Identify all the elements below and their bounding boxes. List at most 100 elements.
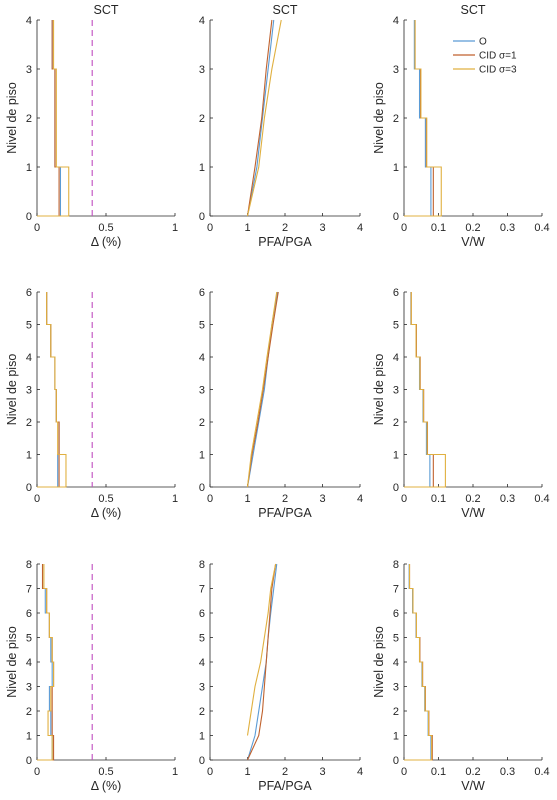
y-tick-label: 1: [199, 450, 205, 462]
y-tick-label: 0: [26, 482, 32, 494]
x-tick-label: 3: [319, 493, 325, 505]
y-tick-label: 0: [393, 482, 399, 494]
x-tick-label: 0: [34, 493, 40, 505]
series-line-cid1: [246, 291, 279, 488]
x-tick-label: 2: [282, 222, 288, 234]
x-axis-label: Δ (%): [91, 235, 122, 249]
panel-2-0: 0 0.5 1 0 1 2 3 4 5 6 7 8 Δ (%) Nivel de piso: [5, 559, 178, 793]
x-axis-label: Δ (%): [91, 779, 122, 793]
x-tick-label: 0: [34, 766, 40, 778]
series-line-cid1: [247, 563, 277, 761]
y-tick-label: 4: [199, 352, 205, 364]
x-tick-label: 2: [282, 766, 288, 778]
y-tick-label: 5: [26, 320, 32, 332]
x-tick-label: 3: [319, 222, 325, 234]
y-tick-label: 3: [393, 682, 399, 694]
y-tick-label: 2: [393, 417, 399, 429]
y-tick-label: 5: [26, 633, 32, 645]
y-tick-label: 7: [26, 584, 32, 596]
series-line-o: [246, 19, 275, 217]
y-tick-label: 7: [393, 584, 399, 596]
legend-label: O: [479, 37, 487, 48]
x-tick-label: 0: [34, 222, 40, 234]
y-tick-label: 5: [393, 633, 399, 645]
panel-1-0: 0 0.5 1 0 1 2 3 4 5 6 Δ (%) Nivel de piso: [5, 287, 178, 520]
y-tick-label: 3: [26, 682, 32, 694]
panel-1-1: 0 1 2 3 4 0 1 2 3 4 5 6 PFA/PGA: [199, 287, 363, 520]
panel-0-2: 0 0.1 0.2 0.3 0.4 0 1 2 3 4 V/W Nivel de piso SCT: [372, 3, 550, 249]
y-tick-label: 4: [393, 15, 399, 27]
y-tick-label: 1: [26, 450, 32, 462]
x-tick-label: 4: [357, 222, 363, 234]
series-line-cid3: [37, 20, 70, 217]
x-tick-label: 0.3: [500, 766, 515, 778]
x-tick-label: 2: [282, 493, 288, 505]
x-axis-label: PFA/PGA: [258, 779, 312, 793]
y-tick-label: 4: [199, 15, 205, 27]
x-tick-label: 0.3: [500, 493, 515, 505]
x-tick-label: 1: [172, 766, 178, 778]
x-tick-label: 0: [207, 766, 213, 778]
x-tick-label: 0: [401, 766, 407, 778]
x-tick-label: 0.5: [98, 766, 113, 778]
y-tick-label: 4: [26, 657, 32, 669]
panel-2-2: 0 0.1 0.2 0.3 0.4 0 1 2 3 4 5 6 7 8 V/W Nivel de piso: [372, 559, 550, 793]
x-tick-label: 4: [357, 493, 363, 505]
y-tick-label: 6: [26, 287, 32, 299]
y-tick-label: 1: [26, 162, 32, 174]
x-axis-label: V/W: [461, 506, 485, 520]
panel-1-2: 0 0.1 0.2 0.3 0.4 0 1 2 3 4 5 6 V/W Nivel de piso: [372, 287, 550, 520]
y-tick-label: 3: [393, 64, 399, 76]
y-tick-label: 3: [393, 385, 399, 397]
x-tick-label: 0: [401, 222, 407, 234]
x-tick-label: 4: [357, 766, 363, 778]
y-tick-label: 8: [199, 559, 205, 571]
x-tick-label: 0.1: [431, 222, 446, 234]
x-axis-label: V/W: [461, 779, 485, 793]
series-line-cid3: [404, 20, 442, 217]
y-tick-label: 5: [199, 633, 205, 645]
y-tick-label: 2: [199, 417, 205, 429]
y-tick-label: 1: [393, 731, 399, 743]
y-tick-label: 0: [199, 482, 205, 494]
series-line-cid3: [246, 19, 282, 217]
y-axis-label: Nivel de piso: [372, 354, 386, 426]
series-line-o: [37, 20, 62, 217]
panel-title: SCT: [94, 3, 119, 17]
x-tick-label: 1: [244, 766, 250, 778]
series-line-cid3: [404, 292, 446, 488]
x-tick-label: 0.3: [500, 222, 515, 234]
y-axis-label: Nivel de piso: [372, 626, 386, 698]
y-tick-label: 3: [199, 682, 205, 694]
panel-2-1: 0 1 2 3 4 0 1 2 3 4 5 6 7 8 PFA/PGA: [199, 559, 363, 793]
series-line-cid3: [246, 291, 278, 488]
panel-title: SCT: [461, 3, 486, 17]
x-tick-label: 0: [207, 493, 213, 505]
series-line-o: [404, 564, 432, 761]
y-tick-label: 8: [393, 559, 399, 571]
legend-label: CID σ=3: [479, 65, 517, 76]
x-tick-label: 0.2: [465, 766, 480, 778]
x-tick-label: 0: [401, 493, 407, 505]
y-tick-label: 2: [26, 417, 32, 429]
x-tick-label: 0.4: [534, 766, 549, 778]
legend-label: CID σ=1: [479, 51, 517, 62]
series-line-cid1: [404, 292, 434, 488]
y-tick-label: 1: [393, 450, 399, 462]
y-tick-label: 3: [199, 385, 205, 397]
x-tick-label: 0.1: [431, 493, 446, 505]
y-tick-label: 2: [199, 706, 205, 718]
x-axis-label: V/W: [461, 235, 485, 249]
y-axis-label: Nivel de piso: [5, 626, 19, 698]
y-tick-label: 2: [26, 113, 32, 125]
panel-0-0: 0 0.5 1 0 1 2 3 4 Δ (%) Nivel de piso SCT: [5, 3, 178, 249]
y-tick-label: 1: [26, 731, 32, 743]
y-tick-label: 0: [199, 755, 205, 767]
x-axis-label: PFA/PGA: [258, 506, 312, 520]
y-tick-label: 1: [199, 731, 205, 743]
series-line-cid1: [404, 20, 434, 217]
y-tick-label: 6: [199, 608, 205, 620]
y-tick-label: 5: [393, 320, 399, 332]
panel-title: SCT: [273, 3, 298, 17]
